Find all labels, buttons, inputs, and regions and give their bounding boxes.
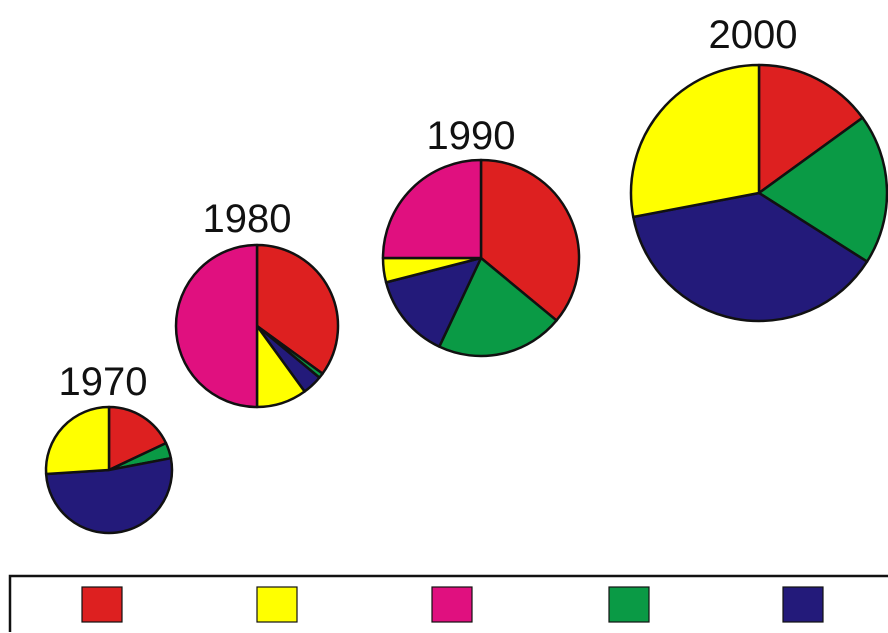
pies-group bbox=[44, 63, 888, 535]
pie-2000-slice-navy bbox=[632, 191, 869, 323]
year-label-1980: 1980 bbox=[203, 197, 292, 241]
pie-1970-slice-red bbox=[107, 405, 168, 472]
year-label-1990: 1990 bbox=[427, 114, 516, 158]
pie-1990-slice-navy bbox=[384, 256, 483, 348]
year-label-1970: 1970 bbox=[59, 360, 148, 404]
pie-1970-slice-navy bbox=[44, 456, 174, 535]
pie-1980-slice-magenta bbox=[174, 243, 259, 409]
pie-1980 bbox=[174, 243, 340, 409]
legend-swatch-4 bbox=[608, 586, 650, 623]
pie-1990-slice-green bbox=[438, 256, 558, 358]
pie-1970-slice-yellow bbox=[44, 405, 111, 476]
pie-1990-slice-magenta bbox=[381, 158, 483, 260]
year-label-2000: 2000 bbox=[709, 13, 798, 57]
legend-frame bbox=[8, 574, 888, 632]
legend-swatch-1 bbox=[81, 586, 123, 623]
pie-1990-slice-red bbox=[479, 158, 581, 322]
pie-1970 bbox=[44, 405, 174, 535]
legend bbox=[8, 574, 888, 632]
pie-1980-slice-red bbox=[255, 243, 340, 375]
legend-swatch-2 bbox=[256, 586, 298, 623]
pie-2000-slice-yellow bbox=[629, 63, 761, 219]
legend-swatch-5 bbox=[782, 586, 824, 623]
pie-1990 bbox=[381, 158, 581, 358]
legend-swatch-3 bbox=[431, 586, 473, 623]
pie-2000-slice-red bbox=[757, 63, 864, 195]
year-labels-group: 1970 1980 1990 2000 bbox=[59, 13, 798, 404]
pie-2000-slice-green bbox=[757, 116, 888, 263]
pie-2000 bbox=[629, 63, 888, 323]
